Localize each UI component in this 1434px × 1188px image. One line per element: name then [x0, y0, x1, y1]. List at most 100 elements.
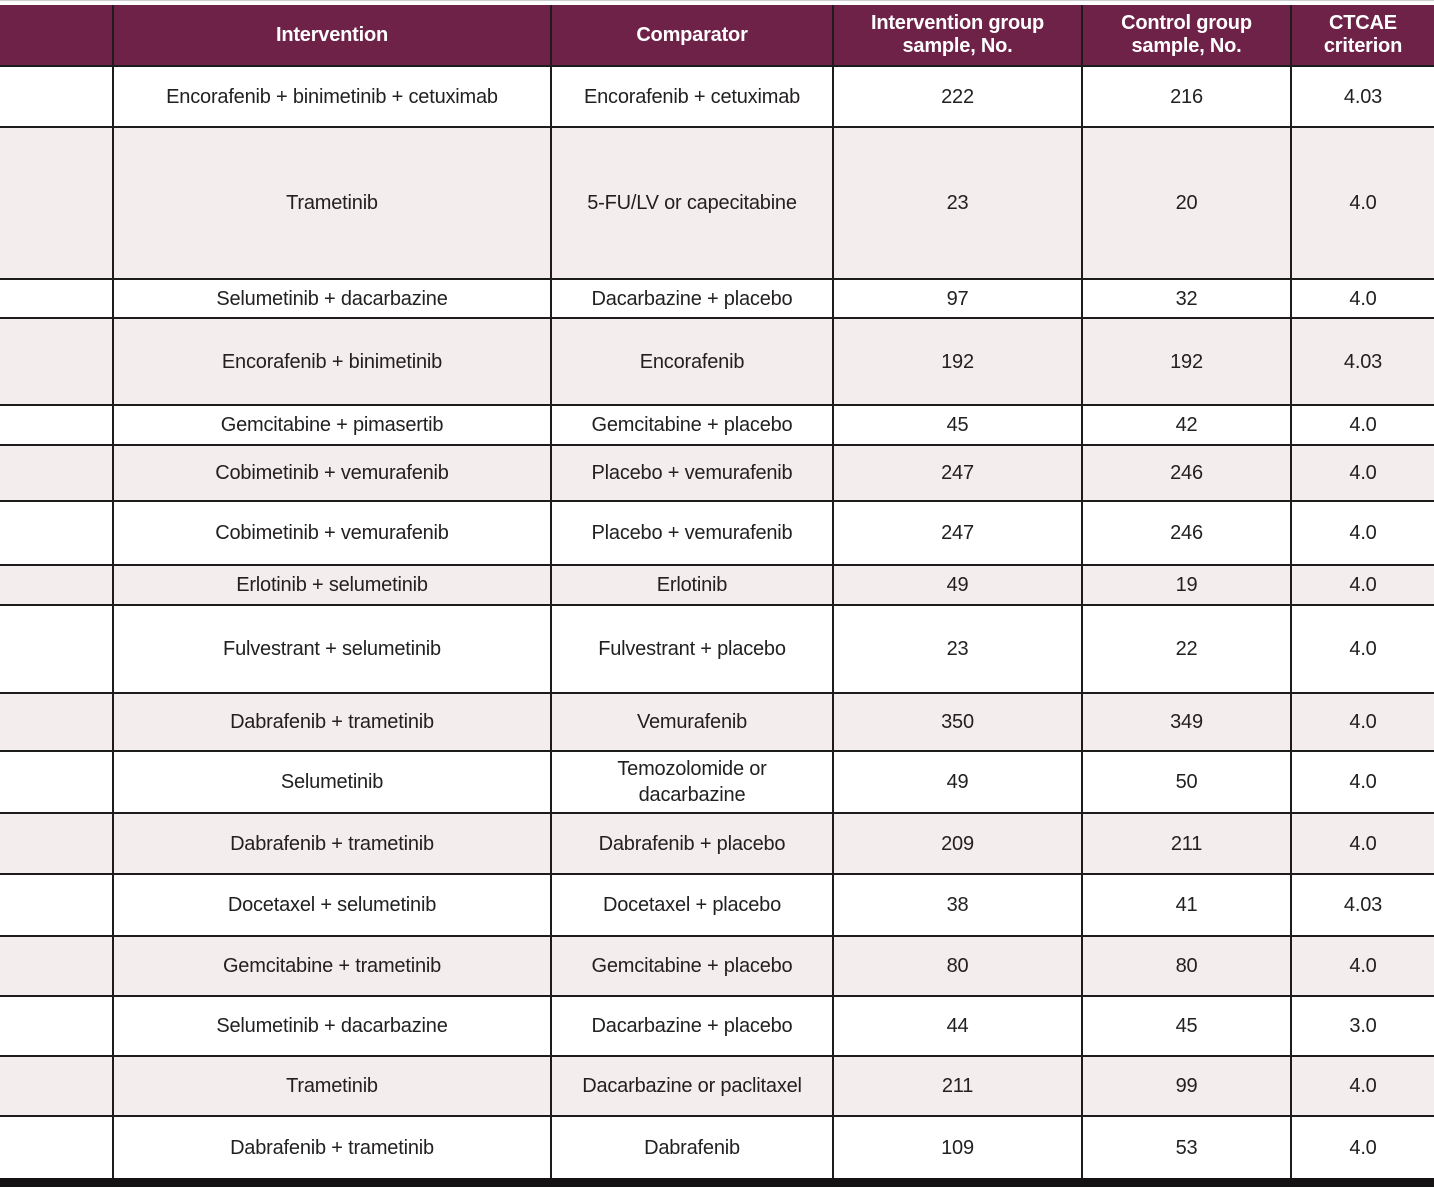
comparator-cell: Dabrafenib + placebo	[550, 812, 834, 875]
col-header-intervention: Intervention	[112, 5, 552, 67]
study-cell	[0, 750, 114, 814]
table-row: Dabrafenib + trametinib Vemurafenib 350 …	[0, 692, 1434, 752]
ctcae-cell: 4.0	[1290, 1115, 1434, 1178]
intervention-cell: Trametinib	[112, 126, 552, 280]
control-n-cell: 80	[1081, 935, 1292, 997]
intervention-cell: Docetaxel + selumetinib	[112, 873, 552, 937]
comparator-cell: Dacarbazine + placebo	[550, 278, 834, 319]
intervention-n-cell: 350	[832, 692, 1083, 752]
table-row: Fulvestrant + selumetinib Fulvestrant + …	[0, 604, 1434, 694]
ctcae-cell: 4.0	[1290, 564, 1434, 606]
table-row: Encorafenib + binimetinib Encorafenib 19…	[0, 317, 1434, 406]
control-n-cell: 246	[1081, 500, 1292, 566]
comparator-cell: Temozolomide or dacarbazine	[550, 750, 834, 814]
study-cell	[0, 317, 114, 406]
control-n-cell: 99	[1081, 1055, 1292, 1117]
comparator-cell: Gemcitabine + placebo	[550, 404, 834, 446]
header-row: Intervention Comparator Intervention gro…	[0, 5, 1434, 67]
comparator-cell: Dacarbazine + placebo	[550, 995, 834, 1057]
intervention-cell: Trametinib	[112, 1055, 552, 1117]
col-header-intervention-sample: Intervention group sample, No.	[832, 5, 1083, 67]
intervention-cell: Erlotinib + selumetinib	[112, 564, 552, 606]
ctcae-cell: 4.0	[1290, 500, 1434, 566]
intervention-n-cell: 211	[832, 1055, 1083, 1117]
intervention-n-cell: 44	[832, 995, 1083, 1057]
control-n-cell: 19	[1081, 564, 1292, 606]
trials-table: Intervention Comparator Intervention gro…	[0, 5, 1434, 1178]
study-cell	[0, 995, 114, 1057]
study-cell	[0, 873, 114, 937]
table-row: Cobimetinib + vemurafenib Placebo + vemu…	[0, 500, 1434, 566]
intervention-cell: Gemcitabine + trametinib	[112, 935, 552, 997]
study-cell	[0, 126, 114, 280]
intervention-cell: Selumetinib + dacarbazine	[112, 995, 552, 1057]
intervention-n-cell: 49	[832, 564, 1083, 606]
ctcae-cell: 4.0	[1290, 444, 1434, 502]
comparator-cell: Encorafenib + cetuximab	[550, 65, 834, 128]
col-header-comparator: Comparator	[550, 5, 834, 67]
control-n-cell: 211	[1081, 812, 1292, 875]
ctcae-cell: 4.0	[1290, 126, 1434, 280]
control-n-cell: 53	[1081, 1115, 1292, 1178]
ctcae-cell: 4.03	[1290, 873, 1434, 937]
table-row: Dabrafenib + trametinib Dabrafenib + pla…	[0, 812, 1434, 875]
intervention-cell: Encorafenib + binimetinib	[112, 317, 552, 406]
intervention-n-cell: 45	[832, 404, 1083, 446]
intervention-n-cell: 80	[832, 935, 1083, 997]
intervention-n-cell: 23	[832, 604, 1083, 694]
control-n-cell: 41	[1081, 873, 1292, 937]
control-n-cell: 349	[1081, 692, 1292, 752]
comparator-cell: Dacarbazine or paclitaxel	[550, 1055, 834, 1117]
table-row: Docetaxel + selumetinib Docetaxel + plac…	[0, 873, 1434, 937]
ctcae-cell: 4.0	[1290, 604, 1434, 694]
col-header-study	[0, 5, 114, 67]
table-row: Gemcitabine + trametinib Gemcitabine + p…	[0, 935, 1434, 997]
table-row: Encorafenib + binimetinib + cetuximab En…	[0, 65, 1434, 128]
table-row: Selumetinib Temozolomide or dacarbazine …	[0, 750, 1434, 814]
intervention-cell: Cobimetinib + vemurafenib	[112, 444, 552, 502]
intervention-cell: Gemcitabine + pimasertib	[112, 404, 552, 446]
control-n-cell: 192	[1081, 317, 1292, 406]
study-cell	[0, 604, 114, 694]
study-cell	[0, 935, 114, 997]
intervention-n-cell: 38	[832, 873, 1083, 937]
table-row: Trametinib Dacarbazine or paclitaxel 211…	[0, 1055, 1434, 1117]
study-cell	[0, 692, 114, 752]
table-row: Dabrafenib + trametinib Dabrafenib 109 5…	[0, 1115, 1434, 1178]
study-cell	[0, 65, 114, 128]
comparator-cell: 5-FU/LV or capecitabine	[550, 126, 834, 280]
study-cell	[0, 278, 114, 319]
control-n-cell: 42	[1081, 404, 1292, 446]
intervention-n-cell: 209	[832, 812, 1083, 875]
intervention-n-cell: 247	[832, 444, 1083, 502]
comparator-cell: Placebo + vemurafenib	[550, 500, 834, 566]
intervention-n-cell: 49	[832, 750, 1083, 814]
comparator-cell: Fulvestrant + placebo	[550, 604, 834, 694]
intervention-n-cell: 97	[832, 278, 1083, 319]
ctcae-cell: 4.0	[1290, 404, 1434, 446]
col-header-control-sample: Control group sample, No.	[1081, 5, 1292, 67]
table-row: Erlotinib + selumetinib Erlotinib 49 19 …	[0, 564, 1434, 606]
table-row: Gemcitabine + pimasertib Gemcitabine + p…	[0, 404, 1434, 446]
comparator-cell: Docetaxel + placebo	[550, 873, 834, 937]
study-cell	[0, 812, 114, 875]
ctcae-cell: 4.0	[1290, 812, 1434, 875]
ctcae-cell: 4.0	[1290, 278, 1434, 319]
ctcae-cell: 4.03	[1290, 65, 1434, 128]
comparator-cell: Placebo + vemurafenib	[550, 444, 834, 502]
study-cell	[0, 564, 114, 606]
intervention-cell: Selumetinib + dacarbazine	[112, 278, 552, 319]
intervention-cell: Dabrafenib + trametinib	[112, 692, 552, 752]
intervention-cell: Dabrafenib + trametinib	[112, 1115, 552, 1178]
control-n-cell: 32	[1081, 278, 1292, 319]
intervention-n-cell: 247	[832, 500, 1083, 566]
ctcae-cell: 4.03	[1290, 317, 1434, 406]
top-edge	[0, 0, 1434, 5]
control-n-cell: 216	[1081, 65, 1292, 128]
table-row: Selumetinib + dacarbazine Dacarbazine + …	[0, 995, 1434, 1057]
ctcae-cell: 4.0	[1290, 1055, 1434, 1117]
intervention-cell: Cobimetinib + vemurafenib	[112, 500, 552, 566]
study-cell	[0, 500, 114, 566]
intervention-n-cell: 192	[832, 317, 1083, 406]
study-cell	[0, 404, 114, 446]
